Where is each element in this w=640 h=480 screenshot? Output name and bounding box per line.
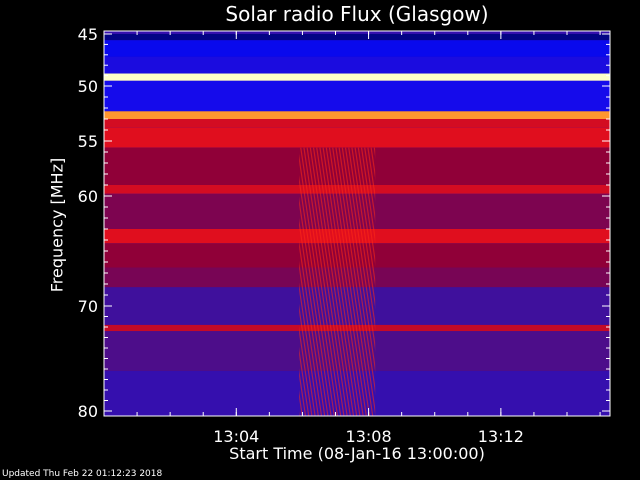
- burst-stripe: [300, 147, 342, 416]
- burst-stripe: [348, 147, 376, 330]
- burst-stripe: [341, 147, 376, 373]
- updated-timestamp: Updated Thu Feb 22 01:12:23 2018: [2, 469, 163, 479]
- band-11: [104, 229, 610, 244]
- y-tick-label-50: 50: [78, 77, 98, 96]
- burst-stripe: [309, 147, 351, 416]
- burst-stripe: [312, 147, 355, 416]
- y-tick-label-80: 80: [78, 402, 98, 421]
- band-9: [104, 185, 610, 194]
- plot-axes: 45 50 55 60 70 80 13:04 13:08 13:12: [78, 25, 611, 446]
- burst-stripe: [299, 304, 316, 416]
- y-tick-label-70: 70: [78, 297, 98, 316]
- burst-stripe: [299, 326, 313, 416]
- y-axis-label: Frequency [MHz]: [47, 157, 67, 293]
- burst-stripe: [364, 147, 376, 222]
- burst-stripe: [354, 147, 376, 287]
- band-13: [104, 267, 610, 288]
- burst-stripe: [328, 147, 371, 416]
- x-tick-label-13:08: 13:08: [346, 427, 392, 446]
- band-4: [104, 80, 610, 112]
- burst-stripe: [335, 147, 376, 416]
- x-axis-label: Start Time (08-Jan-16 13:00:00): [229, 444, 485, 463]
- x-tick-label-13:04: 13:04: [213, 427, 259, 446]
- burst-stripe: [367, 147, 376, 201]
- burst-stripe: [299, 283, 319, 416]
- burst-stripe: [303, 147, 345, 416]
- band-0: [104, 34, 610, 41]
- burst-stripe: [338, 147, 376, 394]
- burst-stripe: [299, 347, 310, 416]
- band-1: [104, 40, 610, 57]
- burst-stripe: [306, 147, 348, 416]
- x-tick-label-13:12: 13:12: [478, 427, 524, 446]
- band-6: [104, 119, 610, 128]
- burst-stripe: [360, 147, 376, 244]
- chart-title: Solar radio Flux (Glasgow): [225, 2, 489, 26]
- burst-stripe: [316, 147, 358, 416]
- band-3: [104, 73, 610, 81]
- y-tick-label-60: 60: [78, 187, 98, 206]
- burst-stripe: [299, 154, 339, 416]
- burst-stripe: [357, 147, 376, 265]
- burst-stripe: [325, 147, 367, 416]
- burst-stripe: [319, 147, 361, 416]
- burst-stripe: [299, 175, 335, 416]
- burst-region: [299, 147, 376, 416]
- burst-stripe: [344, 147, 376, 351]
- burst-stripe: [299, 240, 326, 416]
- band-2: [104, 56, 610, 74]
- band-7: [104, 127, 610, 148]
- burst-stripe: [299, 218, 329, 416]
- y-tick-label-55: 55: [78, 132, 98, 151]
- burst-stripe: [322, 147, 364, 416]
- band-5: [104, 111, 610, 119]
- band-14: [104, 287, 610, 325]
- plot-frame: [103, 30, 611, 417]
- spectrogram-heatmap: [104, 31, 610, 416]
- y-tick-label-45: 45: [78, 25, 98, 44]
- burst-stripe: [299, 261, 323, 416]
- burst-stripe: [351, 147, 376, 308]
- burst-stripe: [299, 197, 332, 416]
- burst-stripe: [332, 147, 374, 416]
